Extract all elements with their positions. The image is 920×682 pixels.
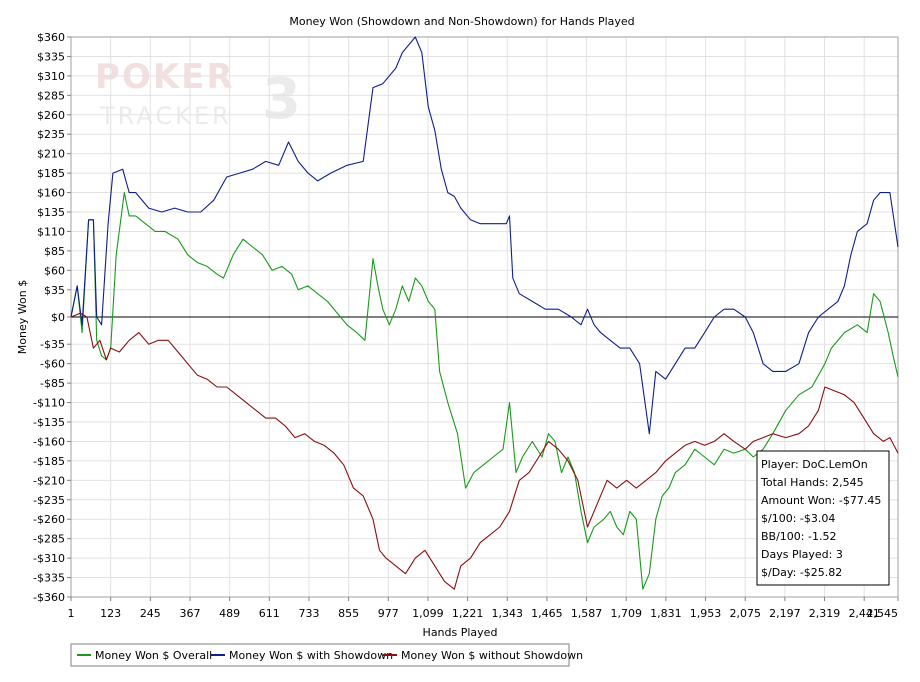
y-tick-label: $185 bbox=[37, 167, 65, 180]
x-tick-label: 2,197 bbox=[769, 607, 801, 620]
info-days-played: Days Played: 3 bbox=[761, 548, 843, 561]
series-non-showdown-line bbox=[70, 312, 899, 590]
x-tick-label: 2,441 bbox=[848, 607, 880, 620]
info-dollars-per-100: $/100: -$3.04 bbox=[761, 512, 835, 525]
y-tick-label: $35 bbox=[44, 284, 65, 297]
y-tick-label: -$135 bbox=[33, 416, 65, 429]
y-tick-label: $310 bbox=[37, 70, 65, 83]
svg-text:3: 3 bbox=[262, 67, 301, 132]
y-tick-label: $285 bbox=[37, 89, 65, 102]
series-showdown-line bbox=[70, 36, 899, 435]
y-tick-label: -$60 bbox=[40, 358, 65, 371]
y-tick-label: -$235 bbox=[33, 494, 65, 507]
x-tick-label: 733 bbox=[298, 607, 319, 620]
y-tick-label: -$285 bbox=[33, 533, 65, 546]
chart-title: Money Won (Showdown and Non-Showdown) fo… bbox=[289, 15, 634, 28]
x-tick-label: 245 bbox=[140, 607, 161, 620]
y-tick-label: $60 bbox=[44, 264, 65, 277]
x-axis-label: Hands Played bbox=[423, 626, 498, 639]
x-tick-label: 1,465 bbox=[531, 607, 563, 620]
legend-label-non-showdown: Money Won $ without Showdown bbox=[401, 649, 583, 662]
x-tick-label: 2,319 bbox=[809, 607, 841, 620]
series-overall-line bbox=[70, 192, 899, 590]
x-tick-label: 1,343 bbox=[492, 607, 524, 620]
svg-text:TRACKER: TRACKER bbox=[99, 102, 232, 130]
y-tick-label: $335 bbox=[37, 50, 65, 63]
y-tick-label: -$85 bbox=[40, 377, 65, 390]
y-tick-label: $110 bbox=[37, 225, 65, 238]
y-tick-label: -$35 bbox=[40, 338, 65, 351]
info-box: Player: DoC.LemOn Total Hands: 2,545 Amo… bbox=[756, 450, 890, 586]
legend-label-overall: Money Won $ Overall bbox=[95, 649, 212, 662]
y-tick-label: -$260 bbox=[33, 513, 65, 526]
x-tick-label: 1,709 bbox=[610, 607, 642, 620]
x-tick-label: 1,221 bbox=[452, 607, 484, 620]
y-tick-label: $85 bbox=[44, 245, 65, 258]
info-amount-won: Amount Won: -$77.45 bbox=[761, 494, 881, 507]
x-tick-label: 1,587 bbox=[571, 607, 603, 620]
x-tick-label: 611 bbox=[259, 607, 280, 620]
x-axis-tick-labels: 1 123 245 367 489 611 733 855 977 1,099 1,221 1,343… bbox=[68, 597, 899, 620]
y-tick-label: -$310 bbox=[33, 552, 65, 565]
info-bb-per-100: BB/100: -1.52 bbox=[761, 530, 836, 543]
legend: Money Won $ Overall Money Won $ with Sho… bbox=[70, 643, 583, 667]
x-tick-label: 1,953 bbox=[690, 607, 722, 620]
x-tick-label: 123 bbox=[100, 607, 121, 620]
info-player: Player: DoC.LemOn bbox=[761, 458, 868, 471]
svg-text:POKER: POKER bbox=[95, 57, 235, 97]
y-tick-label: $210 bbox=[37, 148, 65, 161]
watermark: POKER TRACKER 3 bbox=[95, 57, 301, 132]
y-tick-label: $235 bbox=[37, 128, 65, 141]
x-tick-label: 855 bbox=[338, 607, 359, 620]
y-tick-label: $360 bbox=[37, 31, 65, 44]
x-tick-label: 489 bbox=[219, 607, 240, 620]
y-tick-label: $260 bbox=[37, 109, 65, 122]
x-tick-label: 367 bbox=[179, 607, 200, 620]
legend-label-showdown: Money Won $ with Showdown bbox=[229, 649, 393, 662]
y-axis-tick-labels: $360 $335 $310 $285 $260 $235 $210 $185 $160 $135… bbox=[33, 31, 71, 604]
x-tick-label: 2,545 bbox=[867, 607, 899, 620]
info-dollars-per-day: $/Day: -$25.82 bbox=[761, 566, 842, 579]
series-lines bbox=[70, 36, 899, 590]
y-tick-label: -$160 bbox=[33, 435, 65, 448]
x-tick-label: 1 bbox=[68, 607, 75, 620]
x-tick-label: 977 bbox=[378, 607, 399, 620]
y-tick-label: -$185 bbox=[33, 455, 65, 468]
x-tick-label: 2,075 bbox=[729, 607, 761, 620]
x-tick-label: 1,831 bbox=[650, 607, 682, 620]
y-tick-label: -$360 bbox=[33, 591, 65, 604]
y-tick-label: $135 bbox=[37, 206, 65, 219]
y-tick-label: $160 bbox=[37, 187, 65, 200]
y-axis-label: Money Won $ bbox=[16, 280, 29, 354]
y-tick-label: -$335 bbox=[33, 572, 65, 585]
x-tick-label: 1,099 bbox=[412, 607, 444, 620]
y-tick-label: $0 bbox=[51, 311, 65, 324]
info-total-hands: Total Hands: 2,545 bbox=[760, 476, 864, 489]
y-tick-label: -$110 bbox=[33, 397, 65, 410]
y-tick-label: -$210 bbox=[33, 474, 65, 487]
